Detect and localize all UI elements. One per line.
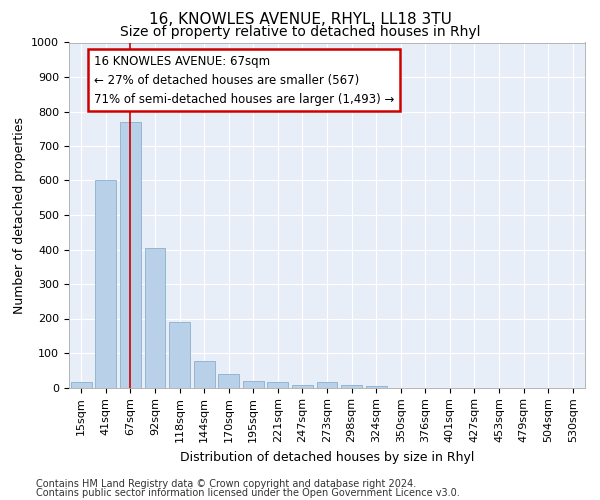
Text: 16, KNOWLES AVENUE, RHYL, LL18 3TU: 16, KNOWLES AVENUE, RHYL, LL18 3TU bbox=[149, 12, 451, 28]
Bar bbox=[218, 374, 239, 388]
Text: Size of property relative to detached houses in Rhyl: Size of property relative to detached ho… bbox=[120, 25, 480, 39]
Text: Contains public sector information licensed under the Open Government Licence v3: Contains public sector information licen… bbox=[36, 488, 460, 498]
Bar bbox=[317, 382, 337, 388]
Bar bbox=[71, 382, 92, 388]
Text: 16 KNOWLES AVENUE: 67sqm
← 27% of detached houses are smaller (567)
71% of semi-: 16 KNOWLES AVENUE: 67sqm ← 27% of detach… bbox=[94, 54, 394, 106]
Bar bbox=[120, 122, 141, 388]
X-axis label: Distribution of detached houses by size in Rhyl: Distribution of detached houses by size … bbox=[180, 450, 474, 464]
Y-axis label: Number of detached properties: Number of detached properties bbox=[13, 116, 26, 314]
Bar bbox=[243, 382, 264, 388]
Bar bbox=[95, 180, 116, 388]
Bar bbox=[169, 322, 190, 388]
Bar bbox=[145, 248, 166, 388]
Text: Contains HM Land Registry data © Crown copyright and database right 2024.: Contains HM Land Registry data © Crown c… bbox=[36, 479, 416, 489]
Bar bbox=[365, 386, 386, 388]
Bar bbox=[341, 384, 362, 388]
Bar bbox=[292, 384, 313, 388]
Bar bbox=[268, 382, 289, 388]
Bar bbox=[194, 361, 215, 388]
